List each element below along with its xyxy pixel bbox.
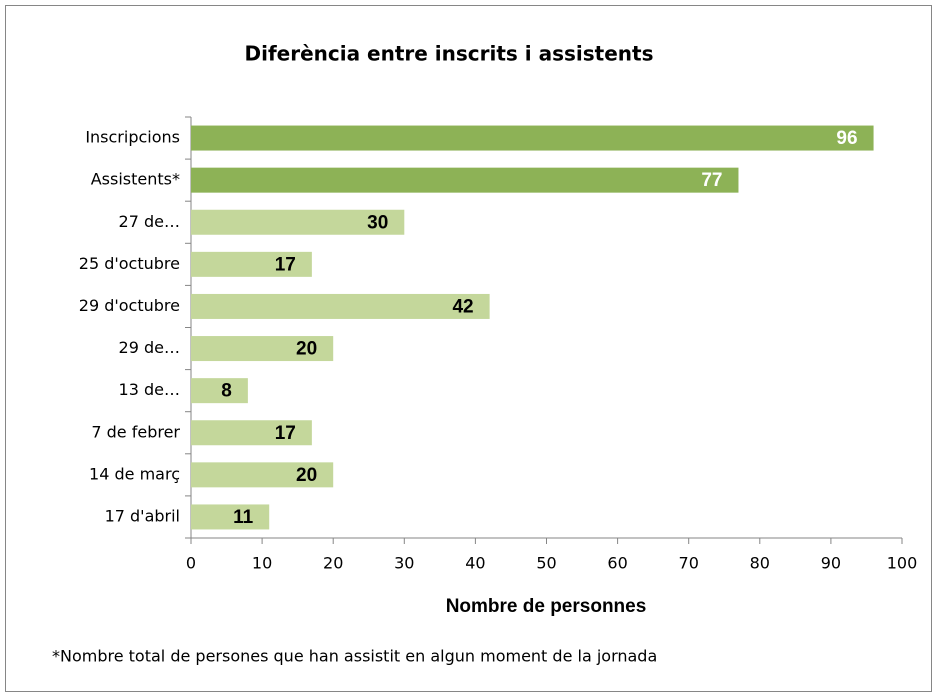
y-tick-label: 14 de març bbox=[89, 464, 180, 483]
x-tick-label: 90 bbox=[821, 554, 841, 573]
y-tick-label: 25 d'octubre bbox=[79, 254, 180, 273]
bar bbox=[191, 293, 490, 319]
data-label: 20 bbox=[296, 339, 317, 360]
bar bbox=[191, 378, 248, 404]
x-tick-label: 50 bbox=[536, 554, 556, 573]
y-tick-label: 29 de… bbox=[119, 338, 180, 357]
bar bbox=[191, 504, 270, 530]
data-label: 20 bbox=[296, 465, 317, 486]
x-axis-title: Nombre de personnes bbox=[446, 596, 647, 617]
data-label: 30 bbox=[367, 212, 388, 233]
data-label: 17 bbox=[275, 423, 296, 444]
data-label: 96 bbox=[836, 128, 857, 149]
data-label: 42 bbox=[452, 296, 473, 317]
x-tick-label: 100 bbox=[887, 554, 918, 573]
bar bbox=[191, 125, 874, 151]
y-tick-label: 27 de… bbox=[119, 212, 180, 231]
x-tick-label: 70 bbox=[679, 554, 699, 573]
chart-title: Diferència entre inscrits i assistents bbox=[244, 42, 653, 66]
y-tick-label: 29 d'octubre bbox=[79, 296, 180, 315]
bar bbox=[191, 336, 334, 362]
x-tick-label: 20 bbox=[323, 554, 343, 573]
y-tick-label: Inscripcions bbox=[85, 128, 180, 147]
bar bbox=[191, 420, 312, 446]
chart-frame bbox=[5, 5, 932, 692]
x-tick-label: 30 bbox=[394, 554, 414, 573]
x-tick-label: 60 bbox=[607, 554, 627, 573]
footnote: *Nombre total de persones que han assist… bbox=[52, 647, 657, 666]
x-tick-label: 0 bbox=[186, 554, 196, 573]
bar bbox=[191, 209, 405, 235]
data-label: 11 bbox=[233, 507, 254, 528]
y-tick-label: 17 d'abril bbox=[105, 506, 180, 525]
bar bbox=[191, 462, 334, 488]
y-tick-label: 13 de… bbox=[119, 380, 180, 399]
bar bbox=[191, 167, 739, 193]
y-tick-label: Assistents* bbox=[91, 170, 180, 189]
data-label: 17 bbox=[275, 254, 296, 275]
y-tick-label: 7 de febrer bbox=[91, 422, 180, 441]
x-tick-label: 40 bbox=[465, 554, 485, 573]
x-tick-label: 10 bbox=[252, 554, 272, 573]
data-label: 77 bbox=[701, 170, 722, 191]
bar bbox=[191, 251, 312, 277]
data-label: 8 bbox=[221, 381, 232, 402]
x-tick-label: 80 bbox=[750, 554, 770, 573]
